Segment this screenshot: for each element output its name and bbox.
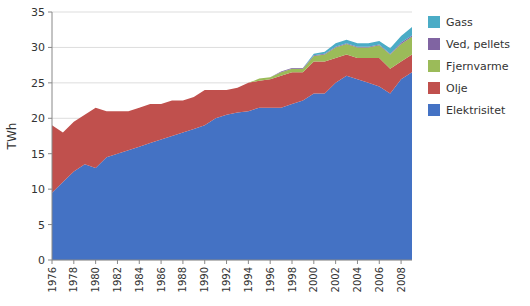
y-tick — [48, 118, 52, 119]
y-tick-label: 15 — [31, 148, 45, 161]
y-tick — [48, 47, 52, 48]
x-tick — [73, 260, 74, 264]
x-tick-label: 1976 — [47, 267, 58, 292]
legend: Gass Ved, pellets Fjernvarme Olje Elektrisit… — [428, 16, 510, 117]
x-tick-label: 2002 — [330, 267, 341, 292]
y-axis-label: TWh — [5, 123, 19, 151]
y-tick-label: 35 — [31, 6, 45, 19]
y-tick-label: 25 — [31, 77, 45, 90]
legend-swatch — [428, 38, 440, 50]
area — [52, 37, 412, 133]
axes: 0 5 10 15 20 25 30 35 1976 1978 1980 1982 1984 1986 19… — [31, 6, 412, 292]
x-tick — [52, 260, 53, 264]
x-tick-label: 1994 — [243, 267, 254, 292]
area — [52, 35, 412, 132]
y-tick — [48, 82, 52, 83]
y-tick-label: 20 — [31, 112, 45, 125]
y-tick — [48, 12, 52, 13]
legend-label: Olje — [446, 82, 468, 95]
y-tick — [48, 189, 52, 190]
x-tick — [161, 260, 162, 264]
y-tick — [48, 260, 52, 261]
x-tick-label: 1998 — [287, 267, 298, 292]
x-tick-label: 1992 — [221, 267, 232, 292]
y-tick-label: 30 — [31, 41, 45, 54]
legend-swatch — [428, 60, 440, 72]
x-tick — [357, 260, 358, 264]
area — [52, 55, 412, 193]
y-tick-label: 10 — [31, 183, 45, 196]
x-tick — [401, 260, 402, 264]
y-tick — [48, 153, 52, 154]
legend-swatch — [428, 16, 440, 28]
area — [52, 27, 412, 133]
x-tick-label: 2004 — [352, 267, 363, 292]
x-tick-label: 2006 — [374, 267, 385, 292]
chart: 0 5 10 15 20 25 30 35 1976 1978 1980 1982 1984 1986 19… — [0, 0, 530, 306]
x-tick — [204, 260, 205, 264]
x-tick-label: 1978 — [68, 267, 79, 292]
x-tick-label: 1988 — [177, 267, 188, 292]
legend-label: Fjernvarme — [446, 60, 509, 73]
legend-swatch — [428, 104, 440, 116]
x-tick — [95, 260, 96, 264]
grid-line — [52, 260, 412, 261]
areas — [52, 27, 412, 260]
x-tick-label: 2008 — [396, 267, 407, 292]
x-tick-label: 2000 — [308, 267, 319, 292]
x-tick — [139, 260, 140, 264]
x-tick — [117, 260, 118, 264]
legend-swatch — [428, 82, 440, 94]
y-tick — [48, 224, 52, 225]
y-tick-label: 5 — [38, 219, 45, 232]
legend-label: Elektrisitet — [446, 104, 506, 117]
legend-label: Gass — [446, 16, 473, 29]
grid — [52, 12, 412, 260]
x-tick — [335, 260, 336, 264]
x-tick — [248, 260, 249, 264]
x-tick-label: 1984 — [134, 267, 145, 292]
x-tick — [313, 260, 314, 264]
x-tick — [270, 260, 271, 264]
x-tick — [379, 260, 380, 264]
x-tick-label: 1982 — [112, 267, 123, 292]
grid-line — [52, 12, 412, 13]
x-axis-line — [52, 260, 412, 261]
legend-label: Ved, pellets — [446, 38, 510, 51]
x-tick — [292, 260, 293, 264]
y-axis-line — [52, 12, 53, 260]
x-tick-label: 1986 — [156, 267, 167, 292]
x-tick-label: 1990 — [199, 267, 210, 292]
y-tick-label: 0 — [38, 254, 45, 267]
x-tick-label: 1996 — [265, 267, 276, 292]
x-tick — [182, 260, 183, 264]
x-tick-label: 1980 — [90, 267, 101, 292]
x-tick — [226, 260, 227, 264]
